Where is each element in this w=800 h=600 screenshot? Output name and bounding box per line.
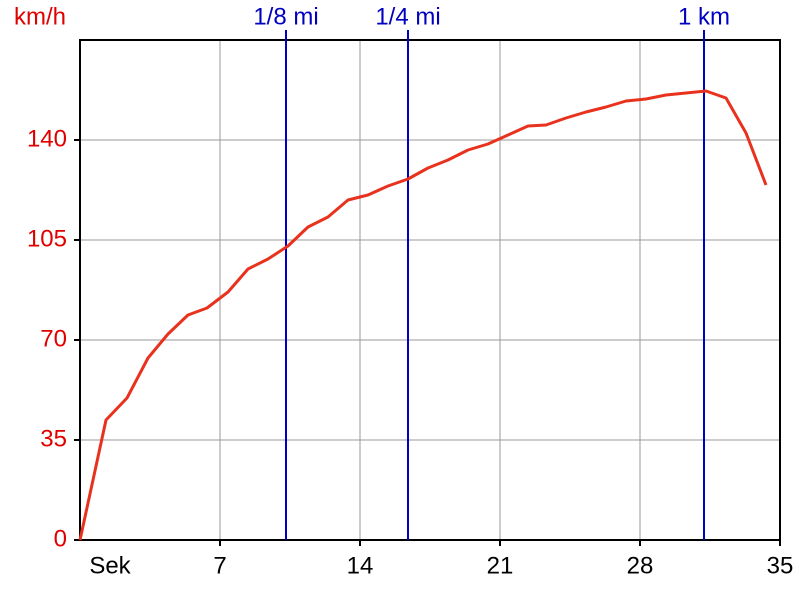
speed-line <box>78 89 768 541</box>
distance-marker-label: 1/8 mi <box>253 3 318 30</box>
plot-frame <box>79 39 781 541</box>
x-tick-label: 21 <box>487 552 514 579</box>
y-tick-label: 70 <box>40 325 67 352</box>
y-tick-label: 105 <box>27 225 67 252</box>
x-tick-label: 7 <box>213 552 226 579</box>
distance-marker-label: 1 km <box>678 3 730 30</box>
x-axis-label: Sek <box>89 552 131 579</box>
y-tick-label: 140 <box>27 125 67 152</box>
x-tick-label: 35 <box>767 552 794 579</box>
x-tick-label: 14 <box>347 552 374 579</box>
y-tick-label: 35 <box>40 425 67 452</box>
y-tick-label: 0 <box>54 525 67 552</box>
y-axis-label: km/h <box>14 3 66 30</box>
distance-marker-label: 1/4 mi <box>375 3 440 30</box>
x-tick-label: 28 <box>627 552 654 579</box>
